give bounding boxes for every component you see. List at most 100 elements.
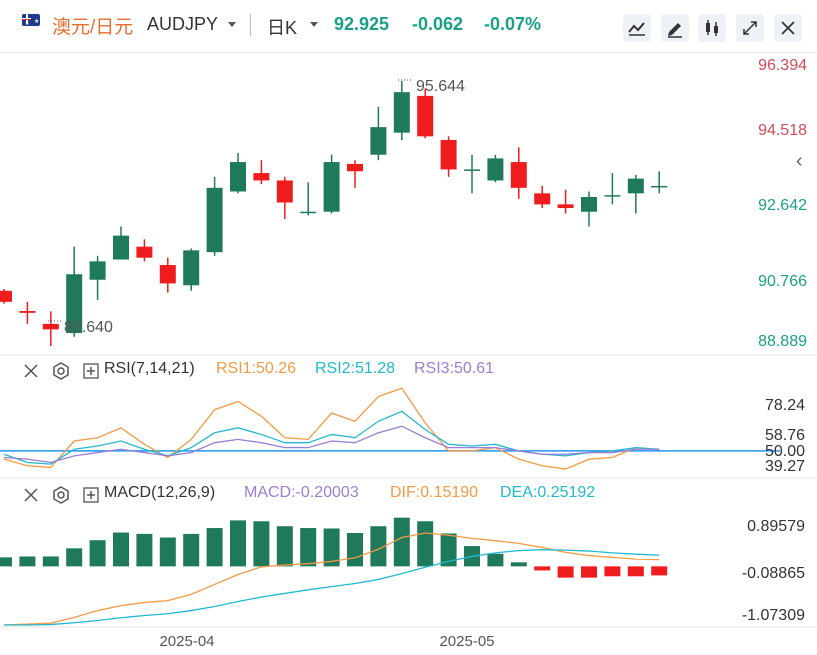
time-axis-label: 2025-04: [159, 633, 214, 650]
macd-histogram-bar: [487, 553, 504, 567]
price-change-percent: -0.07%: [484, 14, 542, 34]
macd-histogram-bar: [136, 533, 153, 567]
price-change: -0.062: [412, 14, 464, 34]
candle-body: [19, 311, 36, 313]
rsi-axis-label: 78.24: [765, 397, 805, 414]
axis-labels: 96.394 94.518 92.642 90.766 88.889 95.64…: [64, 57, 807, 650]
candle-body: [89, 261, 106, 280]
candle-body: [604, 195, 621, 197]
line-chart-button[interactable]: [623, 14, 651, 42]
candle-body: [136, 246, 153, 258]
collapse-panel-icon[interactable]: ‹: [796, 150, 803, 172]
macd-histogram-bar: [159, 537, 176, 567]
rsi-line-rsi1: [3, 387, 660, 470]
macd-axis-label: -0.08865: [742, 565, 805, 582]
macd-histogram-bar: [253, 521, 270, 567]
candle-body: [253, 173, 270, 181]
candle-body: [651, 185, 668, 188]
macd-histogram-bar: [19, 556, 36, 567]
rsi1-value: RSI1:50.26: [216, 360, 297, 377]
period-selector[interactable]: 日K: [267, 18, 298, 38]
candle-body: [66, 274, 83, 334]
macd-histogram-bar: [417, 521, 434, 567]
candle-body: [230, 162, 246, 192]
candle-body: [323, 162, 340, 212]
australia-flag-icon: ★ ★: [22, 14, 40, 26]
chart-header: ★ ★ 澳元/日元 AUDJPY 日K 92.925 -0.062 -0.07%: [0, 0, 817, 53]
price-axis-label: 90.766: [758, 273, 807, 290]
macd-histogram-bar: [42, 556, 59, 567]
candle-body: [464, 169, 480, 171]
pen-icon: [668, 23, 682, 38]
macd-histogram-bar: [604, 566, 621, 577]
candle-body: [370, 127, 387, 155]
symbol-code[interactable]: AUDJPY: [147, 14, 219, 34]
macd-histogram-bar: [510, 562, 527, 567]
candle-body: [347, 163, 363, 172]
expand-icon: [743, 21, 757, 35]
expand-plus-icon[interactable]: [82, 362, 100, 380]
high-label: 95.644: [416, 78, 465, 95]
rsi-series: [0, 387, 780, 470]
rsi3-value: RSI3:50.61: [414, 360, 495, 377]
candle-body: [300, 211, 317, 214]
candle-body: [206, 187, 223, 253]
candle-body: [417, 95, 434, 137]
candle-body: [487, 158, 504, 181]
macd-histogram-bar: [627, 566, 644, 577]
macd-axis-label: -1.07309: [742, 607, 805, 624]
macd-histogram-bar: [323, 528, 340, 567]
last-price: 92.925: [334, 14, 390, 34]
rsi-axis-label: 50.00: [765, 443, 805, 460]
macd-histogram-bar: [183, 533, 200, 567]
candle-icon: [706, 20, 718, 36]
expand-plus-icon[interactable]: [82, 486, 100, 504]
macd-value: MACD:-0.20003: [244, 484, 359, 501]
candle-body: [557, 204, 574, 209]
price-axis-label: 88.889: [758, 333, 807, 350]
macd-histogram-bar: [300, 528, 317, 567]
line-chart-icon: [628, 22, 645, 36]
macd-histogram-bar: [534, 566, 551, 571]
macd-histogram-bar: [581, 566, 597, 578]
symbol-dropdown-icon[interactable]: [228, 22, 236, 27]
dif-value: DIF:0.15190: [390, 484, 479, 501]
candle-body: [627, 178, 644, 194]
divider: [250, 14, 251, 36]
fullscreen-button[interactable]: [736, 14, 764, 42]
settings-icon[interactable]: [51, 361, 71, 381]
dea-line: [4, 549, 660, 626]
period-dropdown-icon[interactable]: [310, 22, 318, 27]
close-button[interactable]: [774, 14, 802, 42]
macd-axis-label: 0.89579: [747, 518, 805, 535]
candle-body: [113, 235, 129, 260]
price-axis-label: 96.394: [758, 57, 807, 74]
settings-icon[interactable]: [51, 485, 71, 505]
close-icon[interactable]: [22, 486, 40, 504]
rsi-line-rsi2: [3, 410, 660, 465]
draw-button[interactable]: [661, 14, 689, 42]
macd-histogram-bar: [393, 517, 410, 567]
symbol-name[interactable]: 澳元/日元: [52, 17, 134, 38]
candle-body: [510, 162, 527, 188]
macd-title: MACD(12,26,9): [104, 484, 216, 501]
close-icon: [781, 21, 795, 35]
macd-series: [0, 517, 668, 626]
low-label: 89.640: [64, 319, 113, 336]
macd-histogram-bar: [230, 520, 246, 567]
candle-body: [581, 197, 597, 212]
close-icon[interactable]: [22, 362, 40, 380]
macd-histogram-bar: [66, 548, 83, 567]
chart-type-button[interactable]: [698, 14, 726, 42]
rsi-line-rsi3: [3, 425, 660, 464]
candle-body: [440, 140, 457, 170]
price-axis-label: 94.518: [758, 122, 807, 139]
candle-body: [0, 290, 12, 302]
candle-body: [276, 180, 293, 203]
macd-histogram-bar: [113, 532, 129, 567]
candle-body: [393, 92, 410, 133]
rsi-axis-label: 39.27: [765, 458, 805, 475]
macd-histogram-bar: [89, 540, 106, 567]
dif-line: [3, 532, 660, 626]
